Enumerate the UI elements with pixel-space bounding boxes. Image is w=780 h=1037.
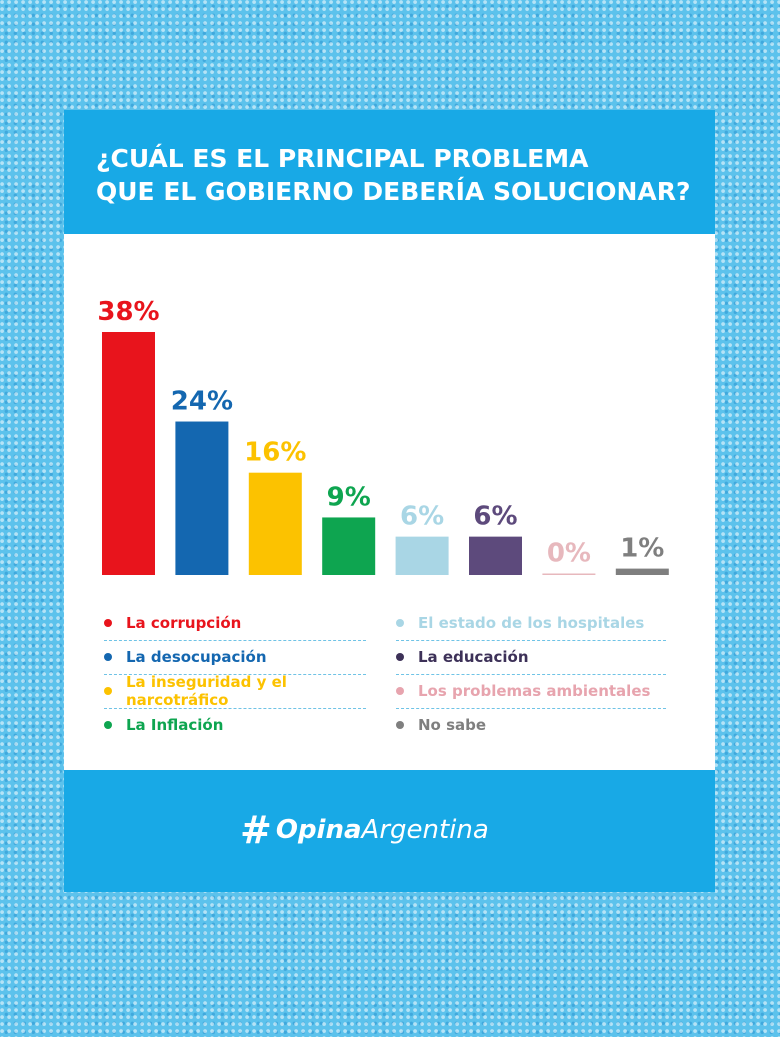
- legend-label: La inseguridad y el narcotráfico: [126, 673, 287, 709]
- legend-item: Los problemas ambientales: [396, 674, 666, 709]
- legend-dot-icon: [396, 653, 404, 661]
- legend-item: No sabe: [396, 708, 666, 742]
- legend-dot-icon: [396, 619, 404, 627]
- card-footer: # Opina Argentina: [64, 770, 715, 892]
- legend-item: La corrupción: [104, 606, 366, 641]
- legend-item: El estado de los hospitales: [396, 606, 666, 641]
- legend-label: La Inflación: [126, 716, 224, 734]
- legend-dot-icon: [396, 687, 404, 695]
- chart-title: ¿CUÁL ES EL PRINCIPAL PROBLEMA QUE EL GO…: [96, 142, 690, 208]
- bar-6: [469, 536, 522, 575]
- bar-value-label-2: 24%: [171, 387, 233, 417]
- chart-title-line-1: ¿CUÁL ES EL PRINCIPAL PROBLEMA: [96, 144, 589, 173]
- bar-value-label-8: 1%: [620, 534, 664, 564]
- brand-name-bold: Opina: [275, 815, 362, 845]
- chart-title-line-2: QUE EL GOBIERNO DEBERÍA SOLUCIONAR?: [96, 177, 691, 206]
- legend-label: Los problemas ambientales: [418, 682, 651, 700]
- legend-item: La inseguridad y el narcotráfico: [104, 673, 366, 709]
- bar-7: [542, 573, 596, 575]
- bar-chart-svg: 38% 24% 16% 9% 6% 6% 0% 1%: [97, 297, 669, 575]
- bar-value-label-1: 38%: [97, 297, 159, 327]
- bar-chart: 38% 24% 16% 9% 6% 6% 0% 1%: [64, 234, 715, 584]
- legend-dot-icon: [104, 619, 112, 627]
- legend-item: La desocupación: [104, 640, 366, 675]
- bar-value-label-5: 6%: [400, 502, 444, 532]
- legend-dot-icon: [104, 653, 112, 661]
- legend-label: El estado de los hospitales: [418, 614, 645, 632]
- bar-8: [615, 568, 669, 575]
- legend-dot-icon: [104, 687, 112, 695]
- brand-name-light: Argentina: [361, 815, 489, 845]
- bar-value-label-4: 9%: [327, 482, 371, 512]
- bar-1: [102, 332, 155, 575]
- bar-value-label-3: 16%: [244, 438, 306, 468]
- legend-label: La desocupación: [126, 648, 267, 666]
- bar-value-label-6: 6%: [473, 502, 517, 532]
- legend-label: La corrupción: [126, 614, 242, 632]
- legend-item: La Inflación: [104, 708, 366, 742]
- bar-4: [322, 517, 376, 575]
- legend-dot-icon: [104, 721, 112, 729]
- legend-dot-icon: [396, 721, 404, 729]
- legend-item: La educación: [396, 640, 666, 675]
- bar-3: [248, 472, 302, 575]
- poll-card: ¿CUÁL ES EL PRINCIPAL PROBLEMA QUE EL GO…: [64, 110, 715, 892]
- bar-2: [175, 421, 229, 575]
- legend-label: La educación: [418, 648, 529, 666]
- bar-value-label-7: 0%: [547, 539, 591, 569]
- card-header: ¿CUÁL ES EL PRINCIPAL PROBLEMA QUE EL GO…: [64, 110, 715, 234]
- chart-legend: La corrupción La desocupación La insegurid…: [64, 606, 715, 754]
- legend-label: No sabe: [418, 716, 487, 734]
- opina-argentina-logo: # Opina Argentina: [240, 808, 489, 852]
- hashtag-icon: #: [240, 808, 272, 852]
- bar-5: [395, 536, 449, 575]
